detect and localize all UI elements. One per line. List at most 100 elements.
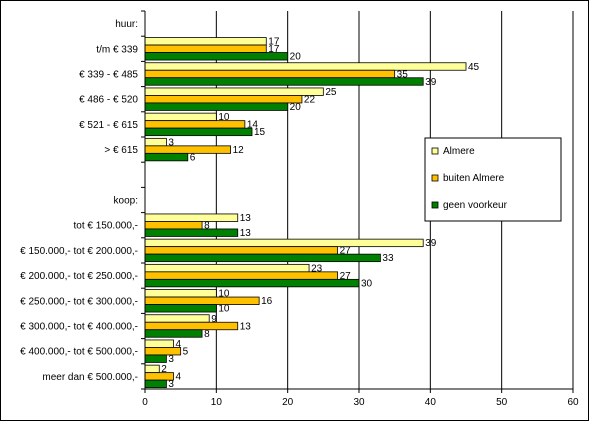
bar [144, 102, 289, 111]
category-label: tot € 150.000,- [74, 221, 139, 232]
x-tick-label: 10 [211, 397, 223, 408]
bar [144, 238, 424, 248]
data-label: 9 [211, 314, 217, 325]
data-label: 15 [254, 127, 266, 138]
bar [144, 364, 160, 374]
bar [144, 62, 467, 71]
data-label: 14 [247, 120, 259, 131]
bar [144, 69, 396, 79]
bar [144, 213, 239, 222]
data-label: 39 [425, 238, 437, 249]
legend-label: buiten Almere [443, 173, 505, 184]
bar [144, 112, 217, 122]
bar [144, 77, 424, 86]
bar [144, 347, 182, 356]
x-tick-label: 50 [496, 397, 508, 408]
category-label: € 300.000,- tot € 400.000,- [20, 322, 138, 333]
bar [144, 271, 339, 280]
category-label: t/m € 339 [96, 44, 138, 55]
bar [144, 137, 167, 147]
bar [144, 329, 203, 338]
bar [144, 321, 239, 331]
data-label: 12 [233, 145, 245, 156]
data-label: 27 [340, 271, 352, 282]
bar [144, 296, 260, 305]
data-label: 13 [240, 213, 252, 224]
data-label: 6 [190, 152, 196, 163]
bar [144, 379, 167, 389]
category-label: € 521 - € 615 [79, 120, 138, 131]
category-label: € 150.000,- tot € 200.000,- [20, 246, 138, 257]
bar [144, 221, 203, 230]
x-tick-label: 20 [282, 397, 294, 408]
data-label: 27 [340, 246, 352, 257]
bar [144, 152, 189, 162]
x-tick-label: 40 [425, 397, 437, 408]
bar [144, 52, 289, 61]
data-label: 30 [361, 278, 373, 289]
bar [144, 263, 310, 273]
x-tick-label: 60 [567, 397, 579, 408]
data-label: 17 [268, 37, 280, 48]
data-label: 13 [240, 228, 252, 239]
data-label: 20 [290, 102, 302, 113]
bar [144, 145, 231, 154]
bar [144, 314, 210, 323]
data-label: 25 [325, 87, 337, 98]
category-label: € 200.000,- tot € 250.000,- [20, 271, 138, 282]
data-label: 2 [161, 364, 167, 375]
data-label: 3 [168, 379, 174, 390]
data-label: 10 [218, 304, 230, 315]
bar [144, 253, 381, 263]
bar [144, 228, 239, 237]
data-label: 23 [311, 263, 323, 274]
bar [144, 44, 267, 53]
legend-swatch [431, 174, 439, 182]
category-label: € 250.000,- tot € 300.000,- [20, 296, 138, 307]
bar [144, 339, 174, 348]
bar [144, 95, 303, 104]
x-tick-label: 30 [353, 397, 365, 408]
legend-swatch [431, 147, 439, 155]
data-label: 33 [382, 253, 394, 264]
legend-swatch [431, 201, 439, 209]
bar [144, 87, 324, 96]
data-label: 8 [204, 220, 210, 231]
legend [424, 137, 562, 222]
category-label: € 486 - € 520 [79, 95, 138, 106]
data-label: 13 [240, 321, 252, 332]
category-label: € 339 - € 485 [79, 70, 138, 81]
data-label: 4 [176, 339, 182, 350]
data-label: 35 [397, 69, 409, 80]
data-label: 8 [204, 329, 210, 340]
x-tick-label: 0 [142, 397, 148, 408]
data-label: 16 [261, 296, 273, 307]
legend-label: geen voorkeur [443, 200, 508, 211]
category-label: huur: [115, 19, 138, 30]
data-label: 10 [218, 112, 230, 123]
data-label: 22 [304, 94, 316, 105]
data-label: 4 [176, 372, 182, 383]
bar [144, 304, 217, 313]
bar [144, 37, 267, 46]
data-label: 5 [183, 346, 189, 357]
category-label: > € 615 [104, 145, 138, 156]
bar [144, 246, 339, 255]
legend-label: Almere [443, 146, 475, 157]
bar [144, 120, 246, 129]
bar [144, 127, 253, 137]
bar [144, 354, 167, 363]
category-label: meer dan € 500.000,- [42, 372, 138, 383]
data-label: 3 [168, 137, 174, 148]
data-label: 10 [218, 289, 230, 300]
bar [144, 278, 360, 288]
data-label: 45 [468, 62, 480, 73]
data-label: 20 [290, 52, 302, 63]
data-label: 17 [268, 44, 280, 55]
data-label: 3 [168, 354, 174, 365]
category-label: koop: [114, 196, 138, 207]
data-label: 39 [425, 77, 437, 88]
bar [144, 289, 217, 298]
